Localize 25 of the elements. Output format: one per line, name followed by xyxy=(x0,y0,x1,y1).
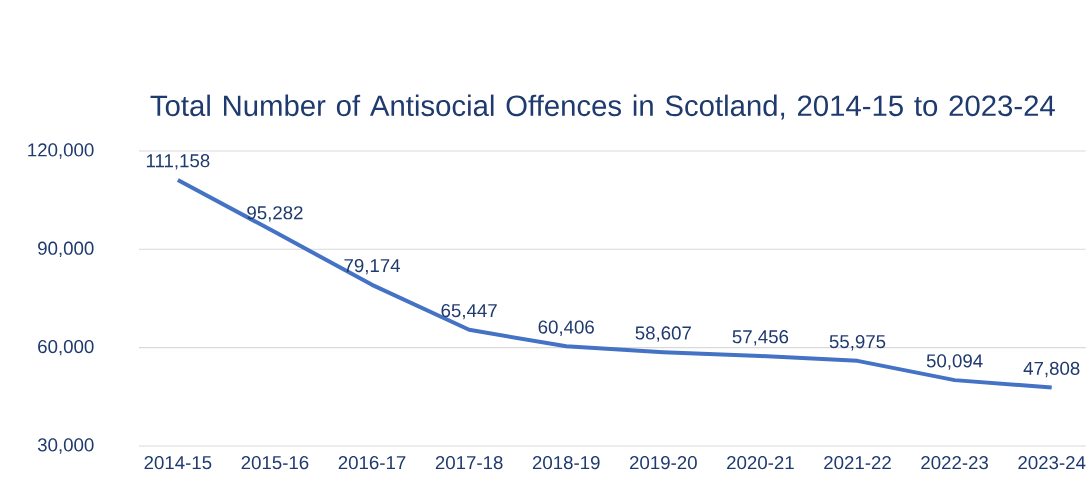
y-tick-label: 120,000 xyxy=(28,143,94,159)
data-label: 58,607 xyxy=(635,326,691,342)
y-tick-label: 60,000 xyxy=(38,339,94,356)
x-tick-label: 2015-16 xyxy=(241,456,309,470)
data-label: 50,094 xyxy=(926,354,983,370)
chart-title: Total Number of Antisocial Offences in Scotland, 2014-15 to 2023-24 xyxy=(150,94,1055,120)
data-label: 60,406 xyxy=(538,320,594,336)
data-label: 55,975 xyxy=(829,334,886,351)
x-tick-label: 2020-21 xyxy=(727,456,794,470)
y-tick-label: 30,000 xyxy=(37,438,94,454)
data-label: 95,282 xyxy=(247,206,303,222)
y-tick-label: 90,000 xyxy=(38,241,94,258)
data-label: 111,158 xyxy=(146,154,210,170)
x-tick-label: 2021-22 xyxy=(824,456,891,470)
x-tick-label: 2014-15 xyxy=(144,456,212,470)
data-label: 47,808 xyxy=(1023,361,1080,378)
x-tick-label: 2016-17 xyxy=(338,456,406,470)
data-label: 57,456 xyxy=(732,330,789,346)
data-label: 79,174 xyxy=(344,258,401,275)
x-tick-label: 2022-23 xyxy=(921,456,989,470)
x-tick-label: 2023-24 xyxy=(1018,456,1086,470)
x-tick-label: 2017-18 xyxy=(435,456,503,470)
x-tick-label: 2019-20 xyxy=(630,456,697,470)
x-tick-label: 2018-19 xyxy=(532,456,600,470)
data-label: 65,447 xyxy=(441,303,497,320)
